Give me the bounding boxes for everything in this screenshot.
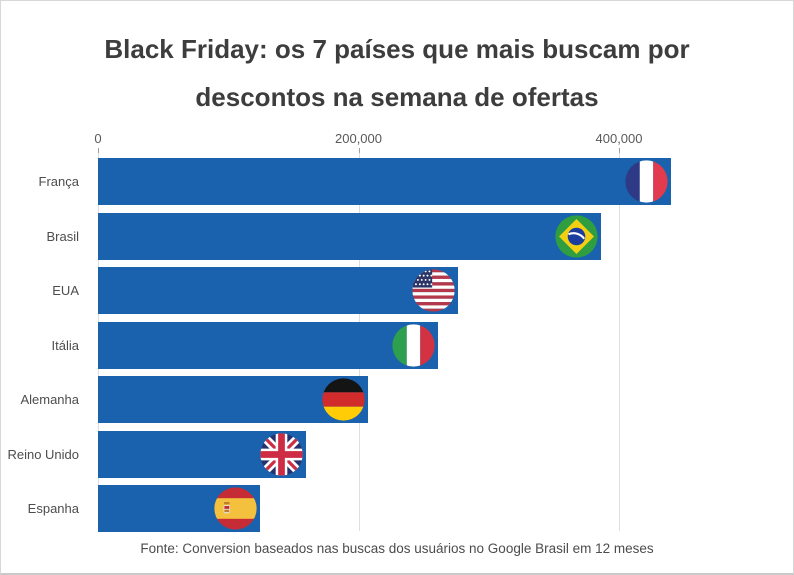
axis-tick — [358, 148, 360, 153]
brazil-flag-icon — [555, 214, 598, 258]
category-label-usa: EUA — [52, 283, 79, 298]
germany-bar — [98, 376, 368, 423]
category-label-italy: Itália — [51, 337, 79, 353]
chart-title-line1: Black Friday: os 7 países que mais busca… — [104, 34, 690, 64]
source-note: Fonte: Conversion baseados nas buscas do… — [140, 541, 654, 556]
uk-flag-icon — [260, 432, 304, 476]
spain-bar — [98, 485, 260, 532]
germany-flag-icon — [321, 378, 365, 421]
chart-title: Black Friday: os 7 países que mais busca… — [1, 25, 793, 121]
axis-tick — [98, 148, 99, 153]
category-label-germany: Alemanha — [20, 392, 79, 407]
spain-flag-icon — [213, 487, 257, 530]
category-label-brazil: Brasil — [46, 228, 79, 244]
italy-flag-icon — [392, 323, 435, 367]
axis-tick-label: 200,000 — [335, 131, 382, 146]
italy-bar — [98, 321, 438, 369]
uk-bar — [98, 430, 307, 478]
france-flag-icon — [625, 160, 668, 203]
axis-tick-label: 400,000 — [595, 131, 643, 146]
brazil-bar — [98, 212, 601, 260]
france-bar — [98, 158, 672, 205]
axis-tick-label: 0 — [94, 131, 102, 146]
chart-title-line2: descontos na semana de ofertas — [195, 82, 599, 112]
category-label-spain: Espanha — [27, 501, 79, 516]
axis-tick — [619, 148, 620, 153]
gridline — [619, 152, 620, 531]
category-label-uk: Reino Unido — [7, 446, 79, 462]
category-label-france: França — [38, 174, 79, 189]
usa-bar — [98, 267, 458, 314]
usa-flag-icon — [411, 269, 455, 312]
